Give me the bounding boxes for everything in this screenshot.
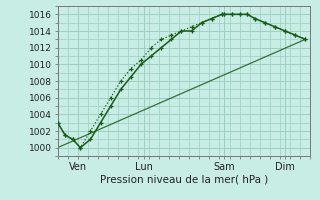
- X-axis label: Pression niveau de la mer( hPa ): Pression niveau de la mer( hPa ): [100, 174, 268, 184]
